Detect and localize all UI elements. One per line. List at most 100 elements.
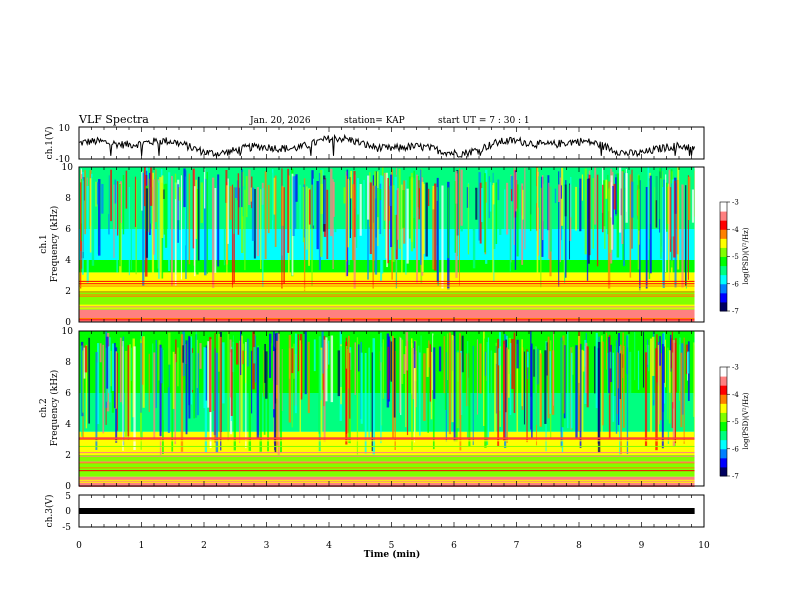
spectrogram-streak — [88, 337, 91, 424]
spectrogram-streak — [568, 183, 571, 260]
spectrogram-streak — [458, 168, 460, 286]
spectrogram-streak — [354, 342, 356, 395]
spectrogram-streak — [129, 344, 131, 443]
spectrogram-streak — [234, 187, 238, 199]
colorbar-segment — [720, 430, 727, 441]
spectrogram-streak — [448, 332, 452, 435]
spectrogram-streak — [623, 345, 625, 428]
spectrogram-streak — [345, 175, 348, 262]
ch1-ytick-top: 10 — [59, 124, 71, 134]
spectrogram-streak — [379, 342, 383, 363]
spectrogram-streak — [619, 346, 621, 455]
spectrogram-streak — [476, 339, 478, 415]
spectrogram-streak — [311, 184, 313, 287]
spectrogram-streak — [332, 181, 335, 217]
spectrogram-streak — [406, 341, 409, 436]
ch1-ytick-0: 0 — [65, 318, 71, 328]
spectrogram-streak — [594, 346, 596, 394]
spectrogram-streak — [607, 181, 611, 290]
spectrogram-line — [79, 481, 695, 483]
spectrogram-streak — [248, 336, 252, 451]
spectrogram-streak — [484, 173, 486, 253]
ch1-ylabel: ch.1(V) — [44, 127, 55, 160]
spectrogram-streak — [256, 347, 259, 439]
ch2-colorbar-ticks: -3 -4 -5 -6 -7 — [727, 364, 739, 481]
colorbar-segment — [720, 448, 727, 459]
spectrogram-band — [79, 476, 695, 486]
colorbar-tick-label: -5 — [732, 253, 739, 261]
colorbar-segment — [720, 292, 727, 303]
spectrogram-streak — [387, 336, 391, 402]
ch1-colorbar-ticks: -3 -4 -5 -6 -7 — [727, 199, 739, 316]
spectrogram-streak — [584, 168, 587, 255]
spectrogram-streak — [684, 185, 687, 286]
x-tick-label: 10 — [698, 541, 710, 551]
spectrogram-streak — [306, 186, 308, 250]
spectrogram-streak — [271, 172, 273, 221]
spectrogram-streak — [498, 348, 501, 366]
spectrogram-streak — [505, 339, 508, 413]
x-tick-label: 7 — [514, 541, 520, 551]
spectrogram-streak — [113, 342, 116, 409]
spectrogram-streak — [637, 350, 640, 390]
spectrogram-streak — [288, 334, 292, 423]
date-label: Jan. 20, 2026 — [249, 116, 311, 126]
spectrogram-streak — [386, 172, 388, 268]
spectrogram-streak — [174, 182, 177, 286]
spectrogram-streak — [130, 347, 132, 381]
spectrogram-streak — [299, 340, 301, 444]
spectrogram-streak — [398, 168, 401, 249]
ch3-ytick-5: 5 — [65, 492, 71, 502]
spectrogram-streak — [141, 336, 144, 385]
spectrogram-streak — [195, 331, 198, 419]
spectrogram-streak — [493, 182, 496, 249]
spectrogram-streak — [161, 175, 164, 238]
spectrogram-streak — [360, 352, 363, 424]
spectrogram-streak — [483, 331, 485, 426]
spectrogram-line — [79, 294, 695, 296]
spectrogram-streak — [484, 338, 487, 448]
colorbar-segment — [720, 202, 727, 212]
spectrogram-streak — [184, 176, 186, 246]
spectrogram-streak — [515, 172, 517, 212]
ch1-ytick-6: 6 — [65, 225, 71, 235]
spectrogram-streak — [455, 171, 458, 204]
spectrogram-streak — [405, 346, 407, 428]
ch2-ytick-10: 10 — [62, 327, 74, 337]
spectrogram-streak — [102, 344, 105, 434]
spectrogram-streak — [321, 331, 324, 374]
spectrogram-streak — [536, 167, 539, 277]
spectrogram-streak — [549, 169, 553, 252]
spectrogram-streak — [237, 173, 240, 235]
spectrogram-streak — [207, 341, 210, 408]
spectrogram-streak — [113, 184, 115, 258]
spectrogram-streak — [374, 171, 377, 199]
spectrogram-streak — [233, 334, 236, 451]
spectrogram-streak — [497, 179, 500, 201]
spectrogram-streak — [162, 345, 164, 455]
spectrogram-streak — [443, 336, 446, 394]
spectrogram-streak — [343, 187, 346, 204]
spectrogram-streak — [312, 178, 315, 226]
spectrogram-band — [79, 455, 695, 477]
ch2-ylabel-channel: ch.2 — [39, 398, 49, 417]
ch2-ytick-8: 8 — [65, 358, 71, 368]
ch3-waveform-ticks — [78, 495, 705, 527]
spectrogram-streak — [171, 175, 173, 287]
spectrogram-streak — [629, 174, 632, 278]
spectrogram-streak — [128, 186, 130, 276]
spectrogram-line — [79, 280, 695, 282]
spectrogram-streak — [451, 334, 454, 423]
ch3-ytick-minus5: -5 — [62, 523, 71, 533]
spectrogram-streak — [116, 352, 118, 431]
spectrogram-streak — [479, 182, 482, 244]
spectrogram-streak — [613, 340, 616, 397]
spectrogram-streak — [110, 169, 112, 222]
spectrogram-streak — [546, 342, 548, 376]
ch3-ytick-0: 0 — [65, 507, 71, 517]
spectrogram-streak — [401, 184, 403, 283]
x-tick-label: 4 — [326, 541, 332, 551]
spectrogram-streak — [291, 173, 294, 276]
spectrogram-streak — [177, 347, 179, 387]
spectrogram-streak — [428, 340, 430, 368]
